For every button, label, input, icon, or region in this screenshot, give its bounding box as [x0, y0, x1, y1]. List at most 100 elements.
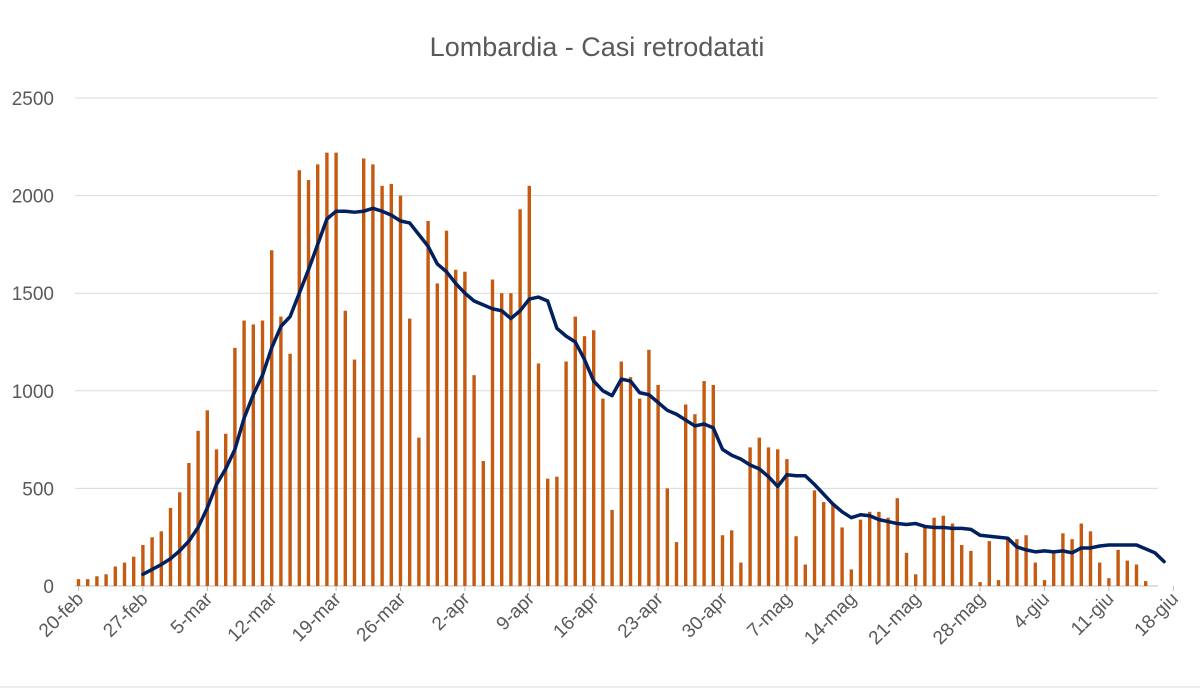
- moving-average-line: [141, 206, 1166, 577]
- bar: [610, 509, 614, 586]
- bar: [279, 316, 283, 586]
- y-tick-label: 2500: [12, 89, 54, 110]
- bar: [251, 324, 255, 586]
- bar: [592, 330, 596, 586]
- y-tick-label: 1000: [12, 382, 54, 403]
- bar: [325, 152, 329, 586]
- bar: [536, 363, 541, 586]
- bar: [960, 545, 964, 586]
- bar: [104, 574, 108, 586]
- bar: [757, 437, 761, 586]
- bar: [849, 569, 853, 586]
- bar: [638, 398, 642, 586]
- chart-title: Lombardia - Casi retrodatati: [430, 32, 765, 62]
- bar: [739, 562, 743, 586]
- bar: [509, 293, 513, 586]
- bar: [711, 384, 715, 586]
- bar: [426, 220, 430, 587]
- bar: [619, 361, 623, 586]
- bar: [95, 576, 99, 586]
- bar: [776, 449, 780, 586]
- y-tick-label: 2000: [12, 187, 54, 208]
- bar: [150, 537, 154, 586]
- bar: [380, 185, 384, 586]
- bar: [76, 579, 81, 586]
- bar: [812, 490, 817, 586]
- bar: [168, 507, 173, 586]
- bar: [122, 562, 127, 586]
- bar: [555, 476, 559, 586]
- bar: [720, 535, 725, 586]
- bar: [463, 271, 467, 586]
- bar: [527, 185, 531, 586]
- bar: [1088, 531, 1093, 586]
- bar: [923, 527, 927, 586]
- bar: [1070, 539, 1074, 586]
- bar: [886, 517, 890, 586]
- bar: [454, 269, 458, 586]
- bar: [444, 230, 449, 587]
- bar: [858, 519, 863, 586]
- bar: [435, 283, 439, 586]
- bar: [822, 502, 826, 586]
- bar: [582, 336, 587, 586]
- bar: [628, 377, 633, 586]
- bar: [969, 550, 973, 586]
- bar: [932, 517, 936, 586]
- bar: [1006, 537, 1010, 586]
- bar: [564, 361, 568, 586]
- bar: [132, 556, 136, 586]
- bar: [408, 318, 412, 586]
- bar: [306, 179, 311, 587]
- bar: [1052, 551, 1056, 586]
- bar: [1134, 564, 1139, 586]
- bar: [785, 459, 789, 586]
- bar: [674, 542, 679, 586]
- bar: [1079, 523, 1083, 586]
- bar: [684, 404, 688, 586]
- bar: [371, 164, 375, 586]
- bar: [316, 164, 320, 586]
- bar: [481, 461, 485, 586]
- y-tick-label: 1500: [12, 284, 54, 305]
- y-tick-label: 500: [22, 479, 54, 500]
- bar: [224, 433, 228, 586]
- bar: [914, 574, 918, 586]
- bar: [831, 504, 835, 586]
- bar: [343, 310, 347, 586]
- bar: [472, 375, 476, 586]
- bar: [702, 381, 706, 586]
- bar: [730, 530, 734, 586]
- bar: [1024, 535, 1028, 586]
- bar: [500, 293, 504, 586]
- bar: [205, 410, 209, 586]
- bar: [270, 250, 274, 586]
- bar: [141, 545, 145, 586]
- bar: [159, 531, 163, 586]
- bar: [803, 564, 807, 586]
- bar: [1061, 533, 1065, 586]
- bar: [196, 430, 200, 586]
- bar: [288, 353, 292, 586]
- bar: [794, 536, 798, 586]
- bar-series: [76, 152, 1148, 587]
- bar: [178, 492, 182, 586]
- y-axis-tick-labels: 0 500 1000 1500 2000 2500: [12, 89, 54, 598]
- bar: [941, 515, 945, 586]
- bar: [895, 498, 899, 586]
- bar: [950, 523, 955, 586]
- bar: [242, 320, 246, 586]
- bar: [1015, 539, 1019, 586]
- bar: [1042, 580, 1047, 586]
- bar: [417, 437, 421, 586]
- bar: [656, 384, 660, 586]
- bar: [1098, 562, 1102, 586]
- bar: [647, 349, 651, 586]
- bar: [601, 398, 605, 586]
- bar: [1125, 560, 1129, 586]
- bar: [86, 579, 90, 586]
- bar: [389, 183, 393, 586]
- bar: [1033, 562, 1037, 586]
- bar: [398, 195, 403, 586]
